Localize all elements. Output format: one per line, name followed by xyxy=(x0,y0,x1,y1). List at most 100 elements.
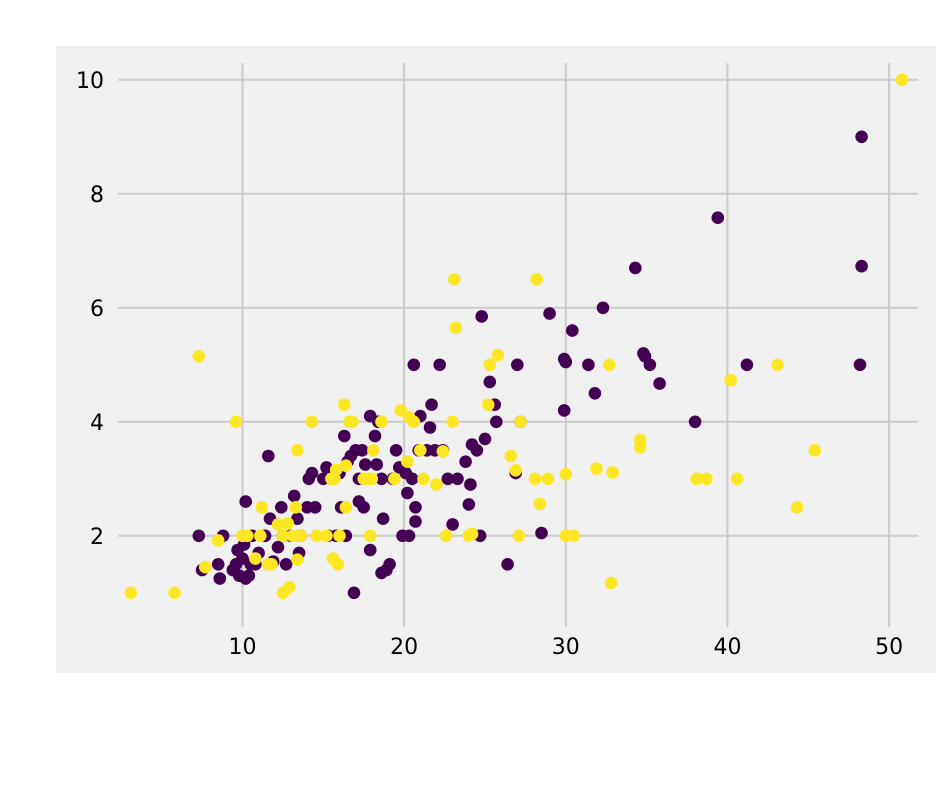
x-tick-label: 10 xyxy=(228,635,256,660)
data-point-series-2 xyxy=(512,529,526,543)
data-point-series-2 xyxy=(192,350,206,363)
data-point-series-1 xyxy=(279,558,293,571)
data-point-series-1 xyxy=(441,472,455,486)
data-point-series-1 xyxy=(543,307,556,320)
x-tick-label: 30 xyxy=(552,635,580,660)
data-point-series-2 xyxy=(294,529,308,543)
data-point-series-1 xyxy=(588,387,602,400)
data-point-series-1 xyxy=(347,586,361,600)
data-point-series-2 xyxy=(339,501,353,514)
data-point-series-1 xyxy=(389,444,403,457)
data-point-series-2 xyxy=(504,449,518,463)
data-point-series-1 xyxy=(211,558,225,571)
data-point-series-2 xyxy=(790,501,804,514)
data-point-series-1 xyxy=(308,501,322,514)
data-point-series-1 xyxy=(653,377,666,390)
data-point-series-2 xyxy=(339,459,353,473)
data-point-series-2 xyxy=(331,558,345,571)
data-point-series-1 xyxy=(501,558,514,571)
data-point-series-1 xyxy=(407,358,421,372)
data-point-series-1 xyxy=(475,310,489,323)
data-point-series-1 xyxy=(462,498,476,511)
y-tick-label: 4 xyxy=(90,411,104,436)
data-point-series-2 xyxy=(276,529,290,543)
data-point-series-1 xyxy=(262,449,275,463)
data-point-series-1 xyxy=(643,358,657,372)
data-point-series-2 xyxy=(439,529,453,543)
data-point-series-2 xyxy=(367,444,380,457)
data-point-series-2 xyxy=(700,472,713,486)
data-point-series-2 xyxy=(320,529,333,543)
data-point-series-2 xyxy=(808,444,822,457)
data-point-series-2 xyxy=(168,586,181,600)
data-point-series-1 xyxy=(213,572,227,585)
data-point-series-2 xyxy=(895,73,909,87)
data-point-series-1 xyxy=(338,429,351,443)
data-point-series-1 xyxy=(483,375,497,389)
data-point-series-1 xyxy=(433,358,447,372)
data-point-series-1 xyxy=(582,358,595,372)
data-point-series-2 xyxy=(289,501,303,514)
data-point-series-2 xyxy=(491,348,505,362)
data-point-series-2 xyxy=(271,518,285,531)
data-point-series-1 xyxy=(470,444,484,457)
data-point-series-1 xyxy=(239,495,252,508)
data-point-series-2 xyxy=(465,527,479,541)
data-point-series-1 xyxy=(423,421,437,434)
data-point-series-1 xyxy=(242,569,256,582)
data-point-series-1 xyxy=(401,486,414,500)
data-point-series-2 xyxy=(483,358,497,372)
data-point-series-2 xyxy=(329,463,343,477)
data-point-series-1 xyxy=(855,259,868,273)
data-point-series-1 xyxy=(740,358,754,372)
data-point-series-2 xyxy=(417,472,430,486)
data-point-series-1 xyxy=(490,415,503,429)
data-point-series-2 xyxy=(567,529,581,543)
data-point-series-2 xyxy=(375,415,388,429)
data-point-series-2 xyxy=(606,466,619,479)
data-point-series-2 xyxy=(509,464,522,477)
data-point-series-2 xyxy=(249,552,262,565)
data-point-series-2 xyxy=(291,553,304,566)
data-point-series-1 xyxy=(711,211,725,224)
data-point-series-1 xyxy=(596,301,610,315)
data-point-series-1 xyxy=(409,501,422,514)
data-point-series-2 xyxy=(436,445,450,458)
data-point-series-2 xyxy=(604,576,618,590)
data-point-series-1 xyxy=(402,529,416,543)
data-point-series-1 xyxy=(291,512,304,525)
data-point-series-1 xyxy=(370,458,384,471)
data-point-series-1 xyxy=(566,324,579,337)
data-point-series-1 xyxy=(376,512,390,525)
data-points xyxy=(124,73,909,600)
data-point-series-1 xyxy=(383,558,396,571)
y-tick-label: 10 xyxy=(76,69,104,94)
data-point-series-1 xyxy=(359,458,372,471)
data-point-series-1 xyxy=(275,501,288,514)
data-point-series-1 xyxy=(511,358,524,372)
data-point-series-2 xyxy=(448,273,461,286)
data-point-series-1 xyxy=(464,478,477,491)
x-tick-label: 40 xyxy=(713,635,741,660)
data-point-series-2 xyxy=(590,462,603,475)
data-point-series-2 xyxy=(281,517,295,530)
data-point-series-1 xyxy=(853,358,867,372)
data-point-series-2 xyxy=(338,398,351,412)
x-tick-label: 20 xyxy=(390,635,418,660)
data-point-series-2 xyxy=(430,478,443,491)
data-point-series-1 xyxy=(559,355,573,369)
data-point-series-2 xyxy=(414,444,427,457)
data-point-series-1 xyxy=(451,472,464,486)
x-axis-ticks: 10 20 30 40 50 xyxy=(228,635,903,660)
data-point-series-2 xyxy=(124,586,138,600)
y-axis-ticks: 2 4 6 8 10 xyxy=(76,69,104,550)
data-point-series-2 xyxy=(283,580,296,594)
data-point-series-1 xyxy=(459,455,472,469)
data-point-series-1 xyxy=(409,515,422,528)
y-tick-label: 6 xyxy=(90,297,104,322)
data-point-series-1 xyxy=(375,472,388,486)
data-point-series-1 xyxy=(629,261,642,275)
data-point-series-1 xyxy=(192,529,206,543)
data-point-series-2 xyxy=(211,534,225,547)
